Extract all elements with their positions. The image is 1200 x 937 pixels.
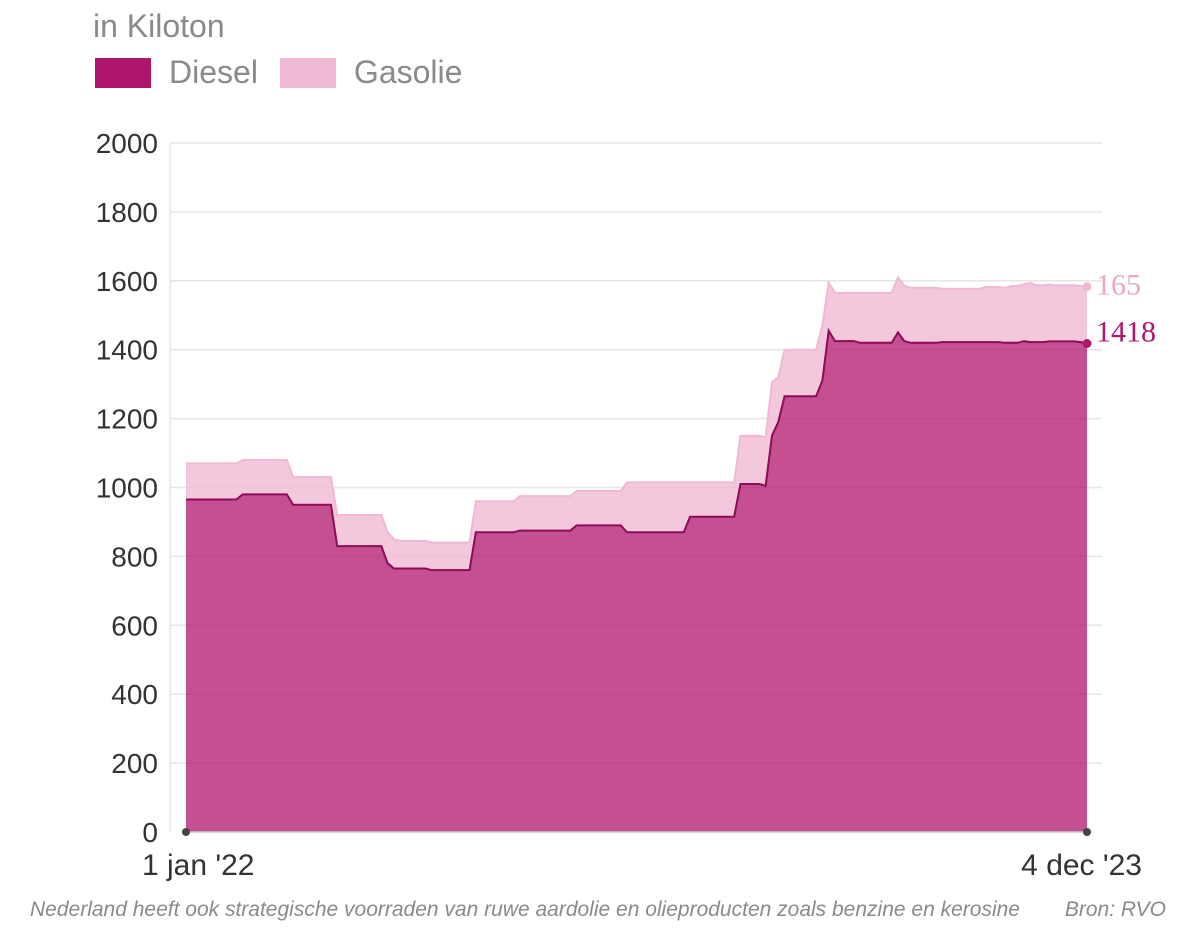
- area-diesel: [186, 330, 1087, 832]
- end-label-gasolie: 165: [1096, 269, 1141, 302]
- y-tick-label-1200: 1200: [96, 404, 158, 435]
- legend-label-diesel: Diesel: [169, 54, 258, 90]
- y-tick-label-200: 200: [111, 748, 158, 779]
- source-credit: Bron: RVO: [1064, 898, 1166, 921]
- legend-item-gasolie: Gasolie: [279, 54, 463, 91]
- y-tick-label-1800: 1800: [96, 197, 158, 228]
- x-end-label: 4 dec '23: [1021, 849, 1142, 882]
- y-tick-label-0: 0: [142, 817, 158, 848]
- x-start-label: 1 jan '22: [142, 849, 255, 882]
- y-tick-label-1000: 1000: [96, 473, 158, 504]
- legend-item-diesel: Diesel: [95, 54, 258, 91]
- y-tick-label-400: 400: [111, 679, 158, 710]
- end-point-diesel: [1082, 338, 1092, 348]
- legend-swatch-diesel: [95, 57, 151, 88]
- y-tick-label-2000: 2000: [96, 128, 158, 159]
- unit-label: in Kiloton: [93, 8, 225, 44]
- y-tick-label-1400: 1400: [96, 335, 158, 366]
- end-label-diesel: 1418: [1096, 315, 1156, 348]
- area-gasolie: [186, 277, 1087, 571]
- legend: Diesel Gasolie: [95, 54, 484, 91]
- x-end-marker: [1083, 828, 1091, 836]
- line-gasolie: [186, 275, 1088, 544]
- line-diesel: [186, 327, 1088, 572]
- x-start-marker: [182, 828, 190, 836]
- y-tick-label-800: 800: [111, 541, 158, 572]
- footnote: Nederland heeft ook strategische voorrad…: [30, 898, 1020, 921]
- y-tick-label-1600: 1600: [96, 266, 158, 297]
- y-tick-label-600: 600: [111, 610, 158, 641]
- legend-swatch-gasolie: [279, 57, 336, 88]
- end-point-gasolie: [1082, 282, 1092, 292]
- legend-label-gasolie: Gasolie: [353, 54, 463, 90]
